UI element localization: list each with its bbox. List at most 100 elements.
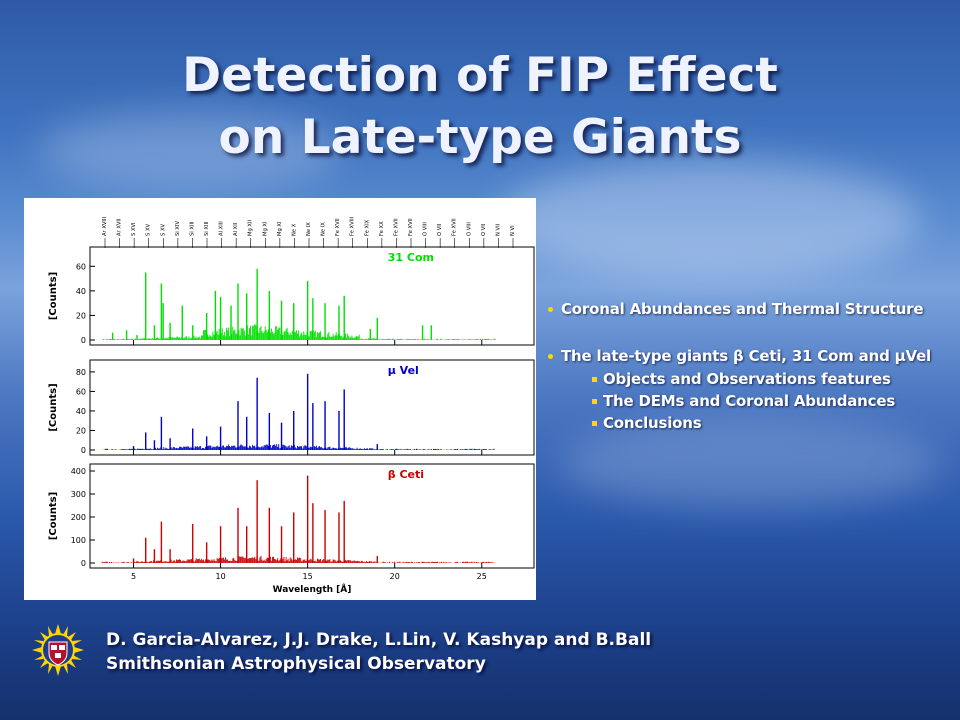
line-id-text: Al XIII [219, 221, 225, 236]
line-id-label: S XVI [131, 222, 137, 248]
beta-symbol: β [733, 347, 744, 365]
y-tick-label: 80 [76, 368, 86, 377]
y-axis-label: [Counts] [48, 492, 59, 540]
line-id-text: O VII [481, 223, 487, 236]
line-id-text: Ne IX [321, 222, 327, 236]
line-id-label: S XV [160, 224, 166, 248]
y-tick-label: 60 [76, 387, 86, 396]
line-id-label: Fe XVII [408, 218, 414, 248]
spectra-chart: Ar XVIII Ar XVII S XVI S XV S XV Si XIV Si XII… [48, 216, 535, 595]
line-id-text: Ar XVII [117, 218, 123, 236]
line-id-label: Ne IX [321, 222, 327, 248]
line-id-label: Ne X [291, 223, 297, 248]
line-id-label: Al XII [233, 222, 239, 248]
line-id-label: Ne IX [306, 222, 312, 248]
line-id-label: Ar XVIII [102, 217, 108, 248]
author-block: D. Garcia-Alvarez, J.J. Drake, L.Lin, V.… [106, 628, 651, 676]
line-id-text: S XV [146, 224, 152, 236]
line-id-text: Al XII [233, 222, 239, 236]
y-tick-label: 60 [76, 262, 86, 271]
line-id-label: Fe XX [379, 221, 385, 248]
line-id-text: Ne X [291, 223, 297, 236]
line-id-text: N VI [510, 225, 516, 236]
line-id-text: S XV [160, 224, 166, 236]
x-tick-label: 15 [303, 572, 313, 581]
panel-frame [89, 359, 535, 456]
line-id-label: Fe XIX [364, 219, 370, 248]
sub-bullet-1: Objects and Observations features [592, 370, 891, 388]
line-id-label: Fe XVII [393, 218, 399, 248]
bullet-dot-icon [548, 307, 553, 312]
line-id-label: Mg XII [248, 219, 254, 248]
mu-symbol: μ [894, 347, 906, 365]
y-tick-label: 40 [76, 287, 86, 296]
line-id-text: Fe XVII [408, 218, 414, 236]
line-id-label: S XV [146, 224, 152, 248]
line-id-label: Ar XVII [117, 218, 123, 248]
line-id-label: Fe XVII [335, 218, 341, 248]
line-id-text: S XVI [131, 222, 137, 236]
slide-title-line1: Detection of FIP Effect [182, 48, 778, 103]
line-id-label: N VI [510, 225, 516, 248]
sub-bullet-2: The DEMs and Coronal Abundances [592, 392, 895, 410]
y-tick-label: 100 [71, 536, 86, 545]
slide-title-line2: on Late-type Giants [218, 110, 742, 165]
bullet-text-post: Vel [905, 347, 931, 365]
spectrum-noise [102, 324, 496, 340]
spectrum-noise [101, 443, 495, 450]
sub-bullet-text: Objects and Observations features [603, 370, 891, 388]
line-id-text: Fe XIX [364, 219, 370, 236]
bullet-text-mid: Ceti, 31 Com and [743, 347, 895, 365]
line-id-text: Ar XVIII [102, 217, 108, 236]
line-id-text: N VII [495, 223, 501, 236]
star-label: μ Vel [388, 364, 419, 377]
line-id-label: O VIII [423, 222, 429, 248]
bullet-item-1: Coronal Abundances and Thermal Structure [548, 300, 924, 318]
y-axis-label: [Counts] [48, 383, 59, 431]
line-id-label: N VII [495, 223, 501, 248]
x-tick-label: 25 [477, 572, 487, 581]
y-axis-label: [Counts] [48, 272, 59, 320]
line-id-label: Mg XI [277, 221, 283, 248]
line-id-text: Si XIII [204, 221, 210, 236]
line-id-label: Mg XI [262, 221, 268, 248]
line-id-text: Mg XI [262, 221, 268, 236]
x-tick-label: 10 [215, 572, 225, 581]
x-tick-label: 20 [390, 572, 400, 581]
y-tick-label: 0 [81, 446, 86, 455]
institution-line: Smithsonian Astrophysical Observatory [106, 654, 486, 674]
line-id-text: Mg XII [248, 219, 254, 236]
line-id-label: Al XIII [219, 221, 225, 248]
line-id-text: Fe XVII [452, 218, 458, 236]
line-id-text: O VIII [423, 222, 429, 236]
line-id-label: O VII [437, 223, 443, 248]
line-id-text: Fe XVII [393, 218, 399, 236]
star-label: 31 Com [388, 251, 434, 264]
line-id-text: Fe XVIII [350, 216, 356, 236]
line-id-label: Fe XVII [452, 218, 458, 248]
line-id-text: Si XIII [189, 221, 195, 236]
y-tick-label: 0 [81, 336, 86, 345]
line-id-text: Fe XVII [335, 218, 341, 236]
star-label: β Ceti [388, 468, 424, 481]
y-tick-label: 400 [71, 467, 86, 476]
sub-bullet-text: The DEMs and Coronal Abundances [603, 392, 896, 410]
line-id-label: O VIII [466, 222, 472, 248]
line-id-label: O VII [481, 223, 487, 248]
bullet-dot-icon [548, 354, 553, 359]
line-id-label: Si XIII [204, 221, 210, 248]
square-bullet-icon [592, 399, 597, 404]
y-tick-label: 300 [71, 490, 86, 499]
harvard-smithsonian-logo [32, 624, 84, 676]
line-id-text: O VII [437, 223, 443, 236]
square-bullet-icon [592, 421, 597, 426]
line-id-text: Si XIV [175, 221, 181, 236]
line-id-label: Si XIII [189, 221, 195, 248]
line-id-label: Fe XVIII [350, 216, 356, 248]
authors-line: D. Garcia-Alvarez, J.J. Drake, L.Lin, V.… [106, 630, 652, 650]
y-tick-label: 20 [76, 311, 86, 320]
line-id-text: O VIII [466, 222, 472, 236]
x-tick-label: 5 [131, 572, 136, 581]
x-axis-label: Wavelength [Å] [273, 584, 352, 595]
spectrum-noise [101, 555, 495, 563]
